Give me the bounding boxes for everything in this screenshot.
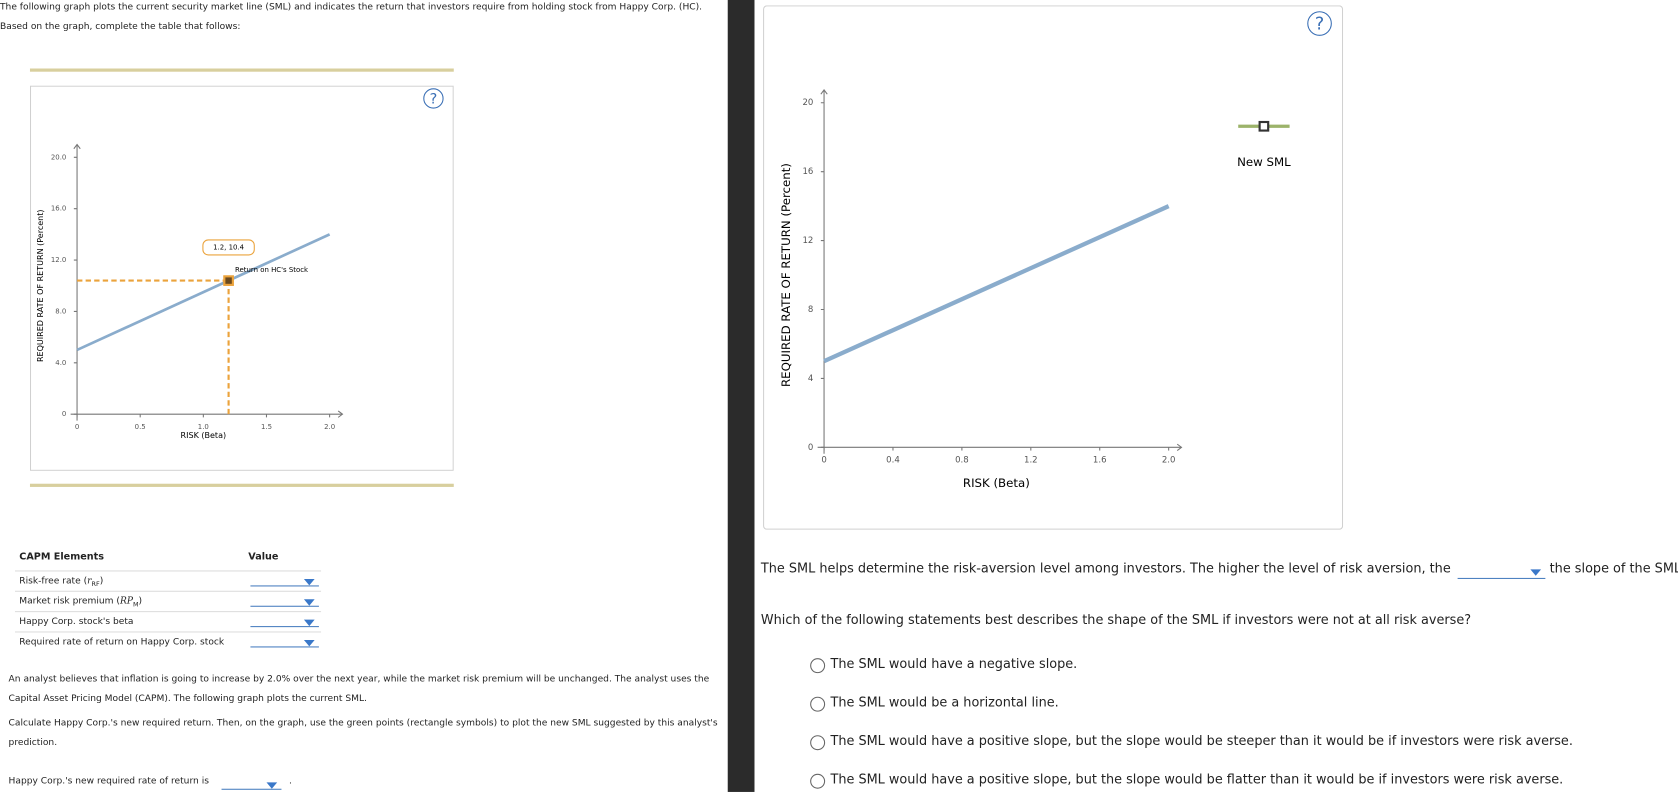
legend-label: New SML bbox=[1237, 155, 1291, 169]
y-tick-label: 4 bbox=[808, 374, 813, 384]
x-tick-label: 0.4 bbox=[886, 456, 900, 466]
x-tick-label: 1.5 bbox=[261, 423, 272, 431]
chart-frame bbox=[29, 85, 454, 471]
arrow bbox=[73, 143, 81, 150]
table-row: Market risk premium (RPM) bbox=[14, 590, 322, 611]
option-label[interactable]: The SML would have a positive slope, but… bbox=[830, 771, 1564, 787]
point-label-box bbox=[202, 239, 255, 256]
x-tick-label: 0 bbox=[821, 456, 826, 466]
statement: the slope of the SML bbox=[1549, 560, 1678, 576]
paragraph: An analyst believes that inflation is go… bbox=[8, 674, 710, 705]
x-tick-label: 2.0 bbox=[1162, 456, 1176, 466]
dropdown[interactable] bbox=[1457, 565, 1546, 579]
x-tick-label: 1.0 bbox=[198, 423, 209, 431]
y-tick-label: 16.0 bbox=[51, 205, 66, 213]
intro: The following graph plots the current se… bbox=[0, 2, 703, 33]
prompt-suffix: . bbox=[288, 775, 292, 787]
x-tick-label: 2.0 bbox=[324, 423, 335, 431]
y-tick-label: 20.0 bbox=[51, 153, 66, 161]
x-axis-title: RISK (Beta) bbox=[963, 476, 1030, 490]
row-label: Happy Corp. stock's beta bbox=[19, 616, 134, 628]
subscript: M bbox=[132, 601, 139, 609]
x-tick-label: 1.2 bbox=[1024, 456, 1038, 466]
radio[interactable] bbox=[810, 735, 826, 751]
sml-line bbox=[823, 204, 1170, 364]
table-header: Value bbox=[248, 552, 279, 563]
table-row: Happy Corp. stock's beta bbox=[14, 611, 322, 631]
dropdown[interactable] bbox=[250, 575, 319, 587]
chart: 0 4 8 12 16 20 0 0.4 0.8 1.2 1.6 2.0 RISK (Beta) REQU… bbox=[763, 5, 1344, 530]
rule bbox=[29, 68, 454, 72]
option-label[interactable]: The SML would have a negative slope. bbox=[830, 656, 1078, 672]
help-icon[interactable] bbox=[423, 88, 444, 109]
y-axis-title: REQUIRED RATE OF RETURN (Percent) bbox=[779, 163, 793, 387]
y-tick-label: 20 bbox=[802, 98, 813, 108]
dropdown[interactable] bbox=[250, 615, 319, 628]
subscript: RF bbox=[91, 580, 100, 589]
x-tick-label: 1.6 bbox=[1093, 456, 1107, 466]
dropdown[interactable] bbox=[250, 636, 319, 648]
radio[interactable] bbox=[810, 658, 826, 674]
row-label: Risk-free rate (rRF) bbox=[19, 575, 104, 589]
radio[interactable] bbox=[810, 773, 826, 789]
y-tick-label: 0 bbox=[808, 443, 813, 453]
y-tick-label: 8.0 bbox=[55, 307, 66, 315]
table-row: Risk-free rate (rRF) bbox=[14, 570, 322, 590]
y-tick-label: 8 bbox=[808, 305, 813, 315]
y-tick-label: 16 bbox=[802, 167, 813, 177]
legend-marker[interactable] bbox=[1258, 120, 1270, 132]
arrow bbox=[820, 89, 828, 95]
help-icon-text: ? bbox=[1315, 15, 1324, 35]
radio[interactable] bbox=[810, 696, 826, 712]
question: Which of the following statements best d… bbox=[760, 612, 1472, 628]
y-tick-label: 12 bbox=[802, 236, 813, 246]
y-axis-title: REQUIRED RATE OF RETURN (Percent) bbox=[36, 209, 45, 362]
chart-frame bbox=[763, 5, 1344, 530]
option-label[interactable]: The SML would have a positive slope, but… bbox=[830, 733, 1573, 749]
row-label: Market risk premium (RPM) bbox=[19, 596, 143, 609]
help-icon[interactable] bbox=[1307, 11, 1332, 36]
paragraph: Calculate Happy Corp.'s new required ret… bbox=[8, 718, 718, 749]
help-icon-text: ? bbox=[430, 92, 438, 108]
point-label: 1.2, 10.4 bbox=[213, 243, 244, 251]
arrow bbox=[337, 410, 344, 418]
chart: 0 4.0 8.0 12.0 16.0 20.0 0 0.5 1.0 1.5 2.0 RISK (Be… bbox=[29, 85, 454, 471]
x-tick-label: 0.5 bbox=[135, 423, 146, 431]
x-tick-label: 0.8 bbox=[955, 456, 969, 466]
divider bbox=[727, 0, 755, 792]
x-tick-label: 0 bbox=[75, 423, 79, 431]
option-label[interactable]: The SML would be a horizontal line. bbox=[830, 694, 1059, 710]
symbol: RP bbox=[119, 596, 133, 607]
arrow bbox=[1176, 443, 1183, 451]
sml-line bbox=[76, 233, 331, 352]
table-row: Required rate of return on Happy Corp. s… bbox=[14, 631, 322, 651]
table-header: CAPM Elements bbox=[19, 552, 104, 563]
y-tick-label: 0 bbox=[62, 410, 66, 418]
statement: The SML helps determine the risk-aversio… bbox=[760, 560, 1451, 576]
point-name: Return on HC's Stock bbox=[235, 266, 308, 274]
symbol: r bbox=[87, 575, 92, 587]
prompt: Happy Corp.'s new required rate of retur… bbox=[8, 775, 209, 787]
x-axis-title: RISK (Beta) bbox=[181, 431, 227, 440]
point bbox=[223, 275, 234, 286]
y-tick-label: 4.0 bbox=[55, 359, 66, 367]
y-tick-label: 12.0 bbox=[51, 256, 66, 264]
dropdown[interactable] bbox=[221, 778, 282, 790]
dropdown[interactable] bbox=[250, 595, 319, 607]
rule bbox=[29, 483, 454, 487]
row-label: Required rate of return on Happy Corp. s… bbox=[19, 636, 225, 648]
